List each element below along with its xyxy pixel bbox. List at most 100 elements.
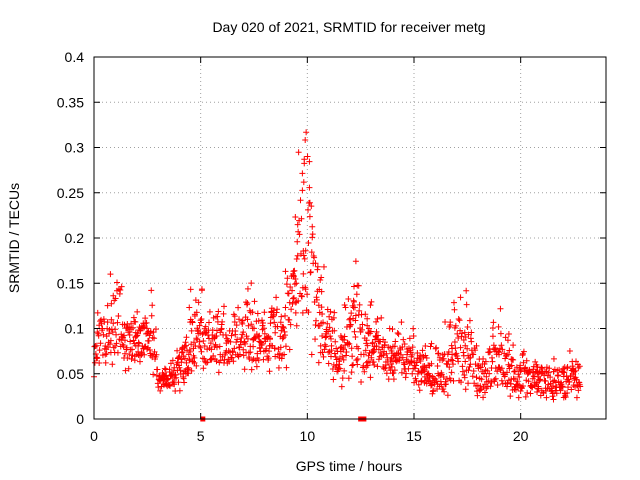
data-point [345,375,352,382]
data-point [428,360,435,367]
data-point [190,339,197,346]
data-point [298,293,305,300]
data-point [504,369,511,376]
data-point [555,372,562,379]
data-point [400,336,407,343]
data-point [97,340,104,347]
y-tick-label: 0.05 [57,366,84,382]
data-point [282,312,289,319]
data-point [112,326,119,333]
data-point [519,382,526,389]
data-point [473,342,480,349]
data-point [363,337,370,344]
data-point [311,254,318,261]
data-point [252,335,259,342]
chart-title: Day 020 of 2021, SRMTID for receiver met… [212,19,485,35]
data-point [119,341,126,348]
data-point [435,350,442,357]
data-point [227,338,234,345]
data-point [289,295,296,302]
data-point [346,340,353,347]
data-point [173,374,180,381]
data-point [480,394,487,401]
data-point [128,356,135,363]
data-point [141,351,148,358]
data-point [348,310,355,317]
data-point [351,304,358,311]
data-point [295,149,302,156]
data-point [363,359,370,366]
data-point [171,364,178,371]
data-point [507,393,514,400]
data-point [325,349,332,356]
data-point [112,295,119,302]
data-point [205,319,212,326]
data-point [288,306,295,313]
x-axis-label: GPS time / hours [296,458,403,474]
data-point [443,375,450,382]
data-point [463,301,470,308]
data-point [231,345,238,352]
data-point [481,370,488,377]
data-point [352,258,359,265]
data-point [399,354,406,361]
data-point [504,351,511,358]
data-point [270,312,277,319]
data-point [355,345,362,352]
data-point [106,341,113,348]
data-point [396,356,403,363]
data-point [527,369,534,376]
data-point [487,348,494,355]
data-point [144,346,151,353]
data-point [339,353,346,360]
data-point [423,354,430,361]
data-point [120,343,127,350]
data-point [371,362,378,369]
data-point [328,335,335,342]
data-point [536,377,543,384]
data-point [477,364,484,371]
data-point [237,341,244,348]
data-point [448,356,455,363]
data-point [398,369,405,376]
data-point [273,294,280,301]
data-point [240,346,247,353]
data-point [373,343,380,350]
y-tick-label: 0.3 [65,140,85,156]
data-point [442,319,449,326]
data-point [361,368,368,375]
data-point [145,337,152,344]
data-point [492,375,499,382]
y-tick-label: 0.2 [65,230,85,246]
data-point [341,333,348,340]
data-point [440,385,447,392]
data-point [362,311,369,318]
data-point [208,355,215,362]
data-point [398,319,405,326]
data-point [308,351,315,358]
data-point [511,368,518,375]
data-point [461,374,468,381]
data-point [573,394,580,401]
data-point [353,291,360,298]
data-point [307,268,314,275]
data-point [510,375,517,382]
data-point [286,316,293,323]
data-point [459,363,466,370]
data-point [466,363,473,370]
data-point [290,294,297,301]
data-point [343,348,350,355]
data-point [321,341,328,348]
data-point [312,336,319,343]
data-point [464,345,471,352]
data-point [213,333,220,340]
data-point [185,370,192,377]
data-point [308,249,315,256]
data-point [524,389,531,396]
data-point [409,344,416,351]
data-point [181,379,188,386]
data-point [318,288,325,295]
data-point [312,317,319,324]
data-point [107,271,114,278]
